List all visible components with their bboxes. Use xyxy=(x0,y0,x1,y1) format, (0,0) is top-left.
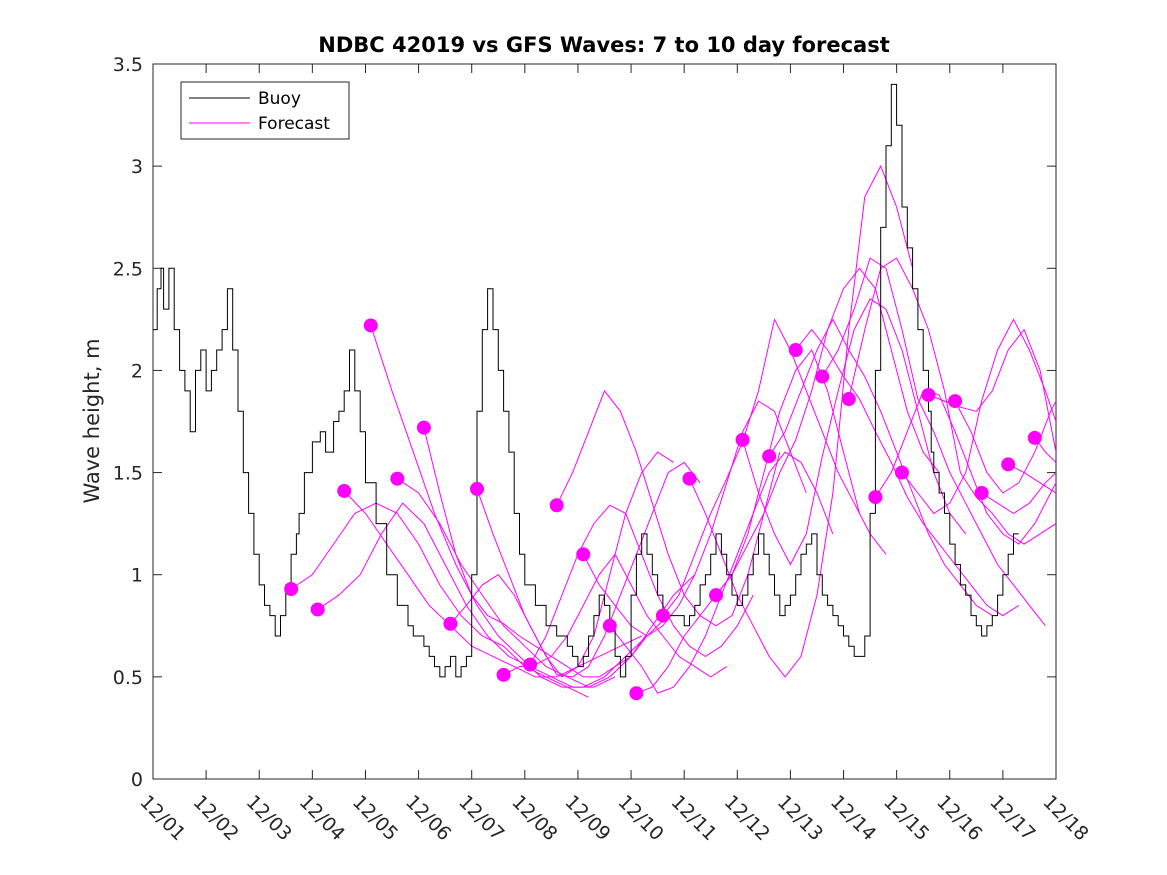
forecast-line xyxy=(742,298,967,566)
forecast-marker xyxy=(735,432,750,447)
y-tick-label: 2 xyxy=(131,360,143,382)
y-tick-label: 0.5 xyxy=(113,667,143,689)
forecast-marker xyxy=(921,387,936,402)
forecast-marker xyxy=(974,486,989,500)
forecast-marker xyxy=(655,608,670,623)
forecast-marker xyxy=(416,420,431,435)
forecast-line xyxy=(874,390,1056,545)
forecast-line xyxy=(450,451,674,678)
forecast-line xyxy=(901,318,1056,515)
forecast-marker xyxy=(709,588,724,603)
y-tick-label: 0 xyxy=(131,769,143,791)
forecast-marker xyxy=(284,582,299,597)
forecast-marker xyxy=(1001,457,1016,472)
forecast-marker xyxy=(629,686,644,701)
forecast-marker xyxy=(788,343,803,357)
chart-title: NDBC 42019 vs GFS Waves: 7 to 10 day for… xyxy=(318,33,889,57)
forecast-marker xyxy=(549,498,564,513)
forecast-marker xyxy=(443,616,458,631)
forecast-line xyxy=(397,478,696,688)
forecast-line xyxy=(476,461,701,678)
forecast-line xyxy=(290,502,589,698)
forecast-marker xyxy=(576,547,591,562)
forecast-marker xyxy=(868,490,883,505)
forecast-marker xyxy=(948,394,963,409)
forecast-marker xyxy=(390,471,405,486)
y-axis-label: Wave height, m xyxy=(80,338,104,503)
forecast-line xyxy=(370,325,669,688)
forecast-line xyxy=(556,389,781,627)
forecast-marker xyxy=(841,392,856,407)
forecast-line xyxy=(582,400,807,637)
forecast-marker xyxy=(310,602,325,617)
forecast-marker xyxy=(894,465,909,480)
forecast-line xyxy=(1007,463,1056,494)
forecast-marker xyxy=(682,471,697,486)
forecast-marker xyxy=(363,318,378,333)
forecast-marker xyxy=(470,481,485,496)
forecast-line xyxy=(423,427,648,678)
y-tick-label: 3.5 xyxy=(113,54,143,76)
y-tick-label: 1 xyxy=(131,565,143,587)
y-tick-label: 2.5 xyxy=(113,258,143,280)
forecast-marker xyxy=(523,657,538,672)
y-tick-label: 3 xyxy=(131,156,143,178)
forecast-line xyxy=(662,317,887,616)
legend-buoy-label: Buoy xyxy=(258,89,301,109)
forecast-marker xyxy=(602,618,617,633)
forecast-line xyxy=(768,318,993,617)
forecast-marker xyxy=(496,667,511,682)
legend: Buoy Forecast xyxy=(180,81,350,140)
legend-box xyxy=(180,81,350,140)
forecast-marker xyxy=(1027,430,1042,445)
forecast-marker xyxy=(762,449,777,464)
legend-forecast-label: Forecast xyxy=(258,114,330,134)
forecast-line xyxy=(981,472,1056,514)
forecast-marker xyxy=(815,369,830,384)
forecast-line xyxy=(821,257,1046,627)
forecast-line xyxy=(848,257,1056,545)
forecast-line xyxy=(503,553,727,678)
series-group xyxy=(153,83,1056,701)
y-tick-label: 1.5 xyxy=(113,463,143,485)
buoy-line xyxy=(153,83,1019,678)
forecast-marker xyxy=(337,483,352,498)
forecast-line xyxy=(954,400,1056,494)
